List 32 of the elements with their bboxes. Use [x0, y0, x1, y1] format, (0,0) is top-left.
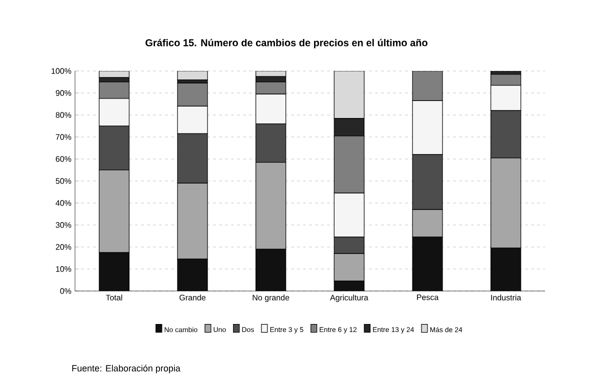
x-tick-label: Total: [106, 294, 122, 300]
y-tick-label: 40%: [56, 200, 72, 206]
bar: [490, 248, 522, 291]
y-tick-label: 60%: [56, 156, 72, 162]
bar: [490, 74, 522, 86]
x-tick-label: No grande: [252, 294, 290, 302]
bar: [334, 118, 364, 136]
y-tick-label: 0%: [60, 288, 72, 294]
bar: [256, 82, 286, 94]
x-tick-label: Pesca: [417, 294, 439, 300]
bar: [99, 252, 130, 291]
x-tick-label: Grande: [180, 294, 206, 300]
source-note: Fuente: Elaboración propia: [72, 364, 180, 374]
chart-title: Gráfico 15. Número de cambios de precios en el último año: [146, 38, 428, 48]
y-tick-label: 10%: [56, 266, 72, 272]
x-tick-label: Agricultura: [330, 294, 368, 302]
bar: [412, 237, 442, 291]
y-tick-label: 30%: [56, 222, 72, 228]
bar: [412, 70, 443, 101]
y-tick-label: 50%: [56, 178, 72, 184]
bar: [334, 70, 364, 119]
y-tick-label: 20%: [56, 244, 72, 250]
bar: [177, 82, 208, 106]
y-tick-label: 100%: [52, 68, 72, 74]
y-tick-label: 90%: [56, 90, 72, 96]
bar: [256, 249, 286, 291]
bar: [98, 82, 130, 99]
bar: [178, 259, 208, 291]
y-tick-label: 70%: [56, 134, 72, 140]
x-tick-label: Industria: [491, 294, 522, 300]
bar: [334, 136, 364, 194]
y-tick-label: 80%: [56, 112, 72, 118]
